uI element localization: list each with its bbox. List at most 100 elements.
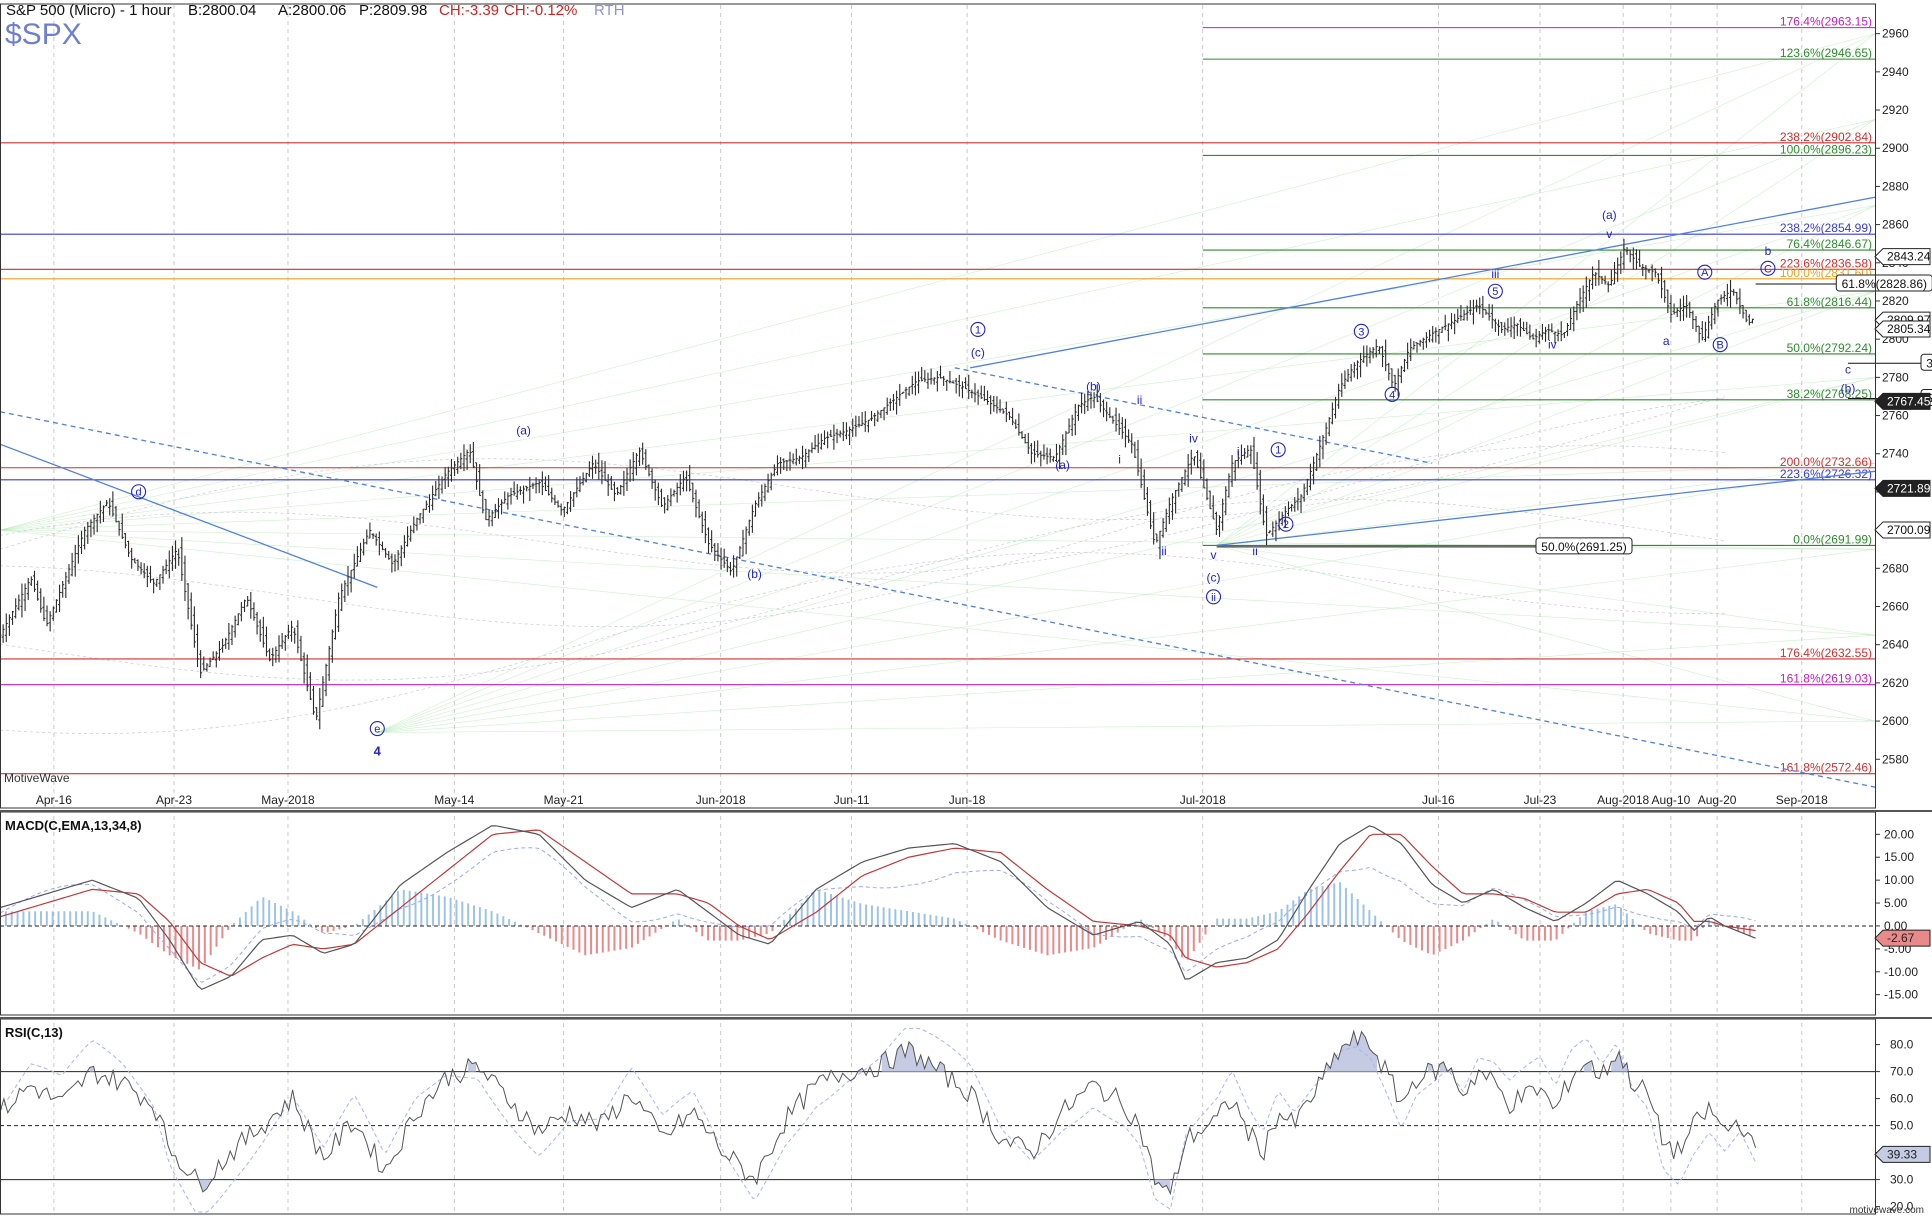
watermark: MotiveWave <box>4 771 70 785</box>
fan-line <box>1216 377 1876 546</box>
wave-label: iii <box>1491 267 1499 281</box>
fan-line <box>377 119 1876 733</box>
y-tick-label: 2880 <box>1882 179 1909 193</box>
rsi-zone-fill <box>1427 1063 1432 1072</box>
panel-frame <box>0 3 1876 809</box>
y-tick-label: 2760 <box>1882 409 1909 423</box>
macd-y-tick-label: -15.00 <box>1884 988 1918 1002</box>
fib-level-label: 223.6%(2726.32) <box>1780 467 1872 481</box>
trend-line <box>0 411 1876 788</box>
fib-level-label: 176.4%(2632.55) <box>1780 646 1872 660</box>
wave-label: C <box>1764 263 1772 275</box>
envelope-curve <box>0 552 1725 734</box>
fan-line <box>0 119 1876 531</box>
macd-y-tick-label: 15.00 <box>1884 850 1914 864</box>
macd-y-tick-label: 10.00 <box>1884 873 1914 887</box>
retracement-label: 61.8%(2828.86) <box>1842 277 1927 291</box>
x-tick-label: Jul-2018 <box>1180 793 1226 807</box>
x-tick-label: Sep-2018 <box>1776 793 1828 807</box>
wave-label: (a) <box>1602 208 1617 222</box>
fib-level-label: 200.0%(2732.66) <box>1780 455 1872 469</box>
wave-circle <box>369 720 385 737</box>
wave-labels: de4(a)(b)1(c)(a)(b)iiiiiiiviv(c)iiii1234… <box>131 208 1856 758</box>
trend-line <box>954 367 1433 464</box>
wave-circle <box>1205 589 1222 605</box>
x-tick-label: Aug-2018 <box>1597 793 1649 807</box>
wave-label: 1 <box>975 324 981 336</box>
wave-circle <box>1487 283 1503 299</box>
y-tick-label: 2820 <box>1882 294 1909 308</box>
y-tick-label: 2600 <box>1882 714 1909 728</box>
wave-circle <box>1270 442 1286 458</box>
x-tick-label: Jul-23 <box>1524 793 1557 807</box>
rsi-y-tick-label: 20.0 <box>1890 1200 1914 1214</box>
wave-label: 4 <box>1389 389 1395 401</box>
fan-line <box>0 291 1876 531</box>
fib-levels: 176.4%(2963.15) 123.6%(2946.65) 238.2%(290… <box>0 15 1932 775</box>
ask-readout: A:2800.06 <box>278 2 346 19</box>
price-tag-label: 39.33 <box>1887 1147 1917 1161</box>
macd-fast-line <box>0 847 1756 983</box>
wave-label: iv <box>1548 338 1557 352</box>
price-tag-label: 2721.89 <box>1887 481 1931 495</box>
price-tag-box <box>1874 479 1931 497</box>
rsi-zone-fill <box>1326 1031 1378 1072</box>
wave-label: 2 <box>1283 519 1289 531</box>
price-tag-box <box>1874 521 1931 539</box>
bid-readout: B:2800.04 <box>188 2 256 19</box>
trend-line <box>970 196 1876 369</box>
wave-label: 3 <box>1358 326 1364 338</box>
x-tick-label: Jun-2018 <box>696 793 746 807</box>
y-tick-label: 2860 <box>1882 218 1909 232</box>
trend-line <box>0 443 378 589</box>
price-tag-box <box>1874 1145 1931 1163</box>
wave-label: ii <box>1137 393 1142 407</box>
envelope-curve <box>0 396 1725 550</box>
fan-line <box>1216 33 1876 546</box>
wave-label: 4 <box>374 743 382 758</box>
y-tick-label: 2620 <box>1882 676 1909 690</box>
wave-label: (b) <box>1841 382 1856 396</box>
macd-y-tick-label: 5.00 <box>1884 896 1908 910</box>
fan-line <box>1216 545 1876 722</box>
rsi-zone-fill <box>1154 1179 1171 1194</box>
wave-label: ii <box>1211 592 1216 604</box>
rsi-fast-line <box>0 1027 1757 1213</box>
change-pct-readout: CH:-0.12% <box>504 2 577 19</box>
retracement-box <box>1920 353 1932 371</box>
price-readout: P:2809.98 <box>359 2 427 19</box>
price-tag-label: 2805.34 <box>1887 322 1931 336</box>
wave-circle <box>1697 264 1713 280</box>
fan-line <box>377 462 1876 733</box>
fib-level-label: 161.8%(2619.03) <box>1780 672 1872 686</box>
fib-level-label: 123.6%(2946.65) <box>1780 46 1872 60</box>
chart-title: S&P 500 (Micro) - 1 hour <box>6 2 172 19</box>
wave-label: ii <box>1252 544 1257 558</box>
wave-label: e <box>374 724 380 736</box>
wave-label: (c) <box>1207 571 1221 585</box>
macd-line <box>0 825 1756 991</box>
wave-label: i <box>1237 445 1240 459</box>
wave-label: (b) <box>1086 380 1101 394</box>
price-tag-box <box>1874 392 1931 410</box>
x-tick-label: May-2018 <box>261 793 315 807</box>
fib-level-label: 38.2%(2768.25) <box>1787 387 1872 401</box>
wave-label: 5 <box>1492 286 1498 298</box>
wave-circle <box>1712 337 1728 353</box>
y-tick-label: 2920 <box>1882 103 1909 117</box>
chart-header: S&P 500 (Micro) - 1 hour B:2800.04 A:280… <box>4 2 1924 1216</box>
wave-label: b <box>1765 244 1772 258</box>
retracement-label: 50.0%(2691.25) <box>1541 540 1626 554</box>
fib-level-label: 161.8%(2572.46) <box>1780 761 1872 775</box>
wave-label: i <box>1118 452 1121 466</box>
x-tick-label: Jun-11 <box>834 793 870 807</box>
macd-y-tick-label: 20.00 <box>1884 827 1914 841</box>
x-tick-label: May-21 <box>544 793 584 807</box>
rsi-zone-fill <box>468 1058 476 1072</box>
change-readout: CH:-3.39 <box>439 2 499 19</box>
price-bars <box>0 238 1754 730</box>
fan-line <box>0 33 1876 531</box>
wave-label: A <box>1701 267 1709 279</box>
